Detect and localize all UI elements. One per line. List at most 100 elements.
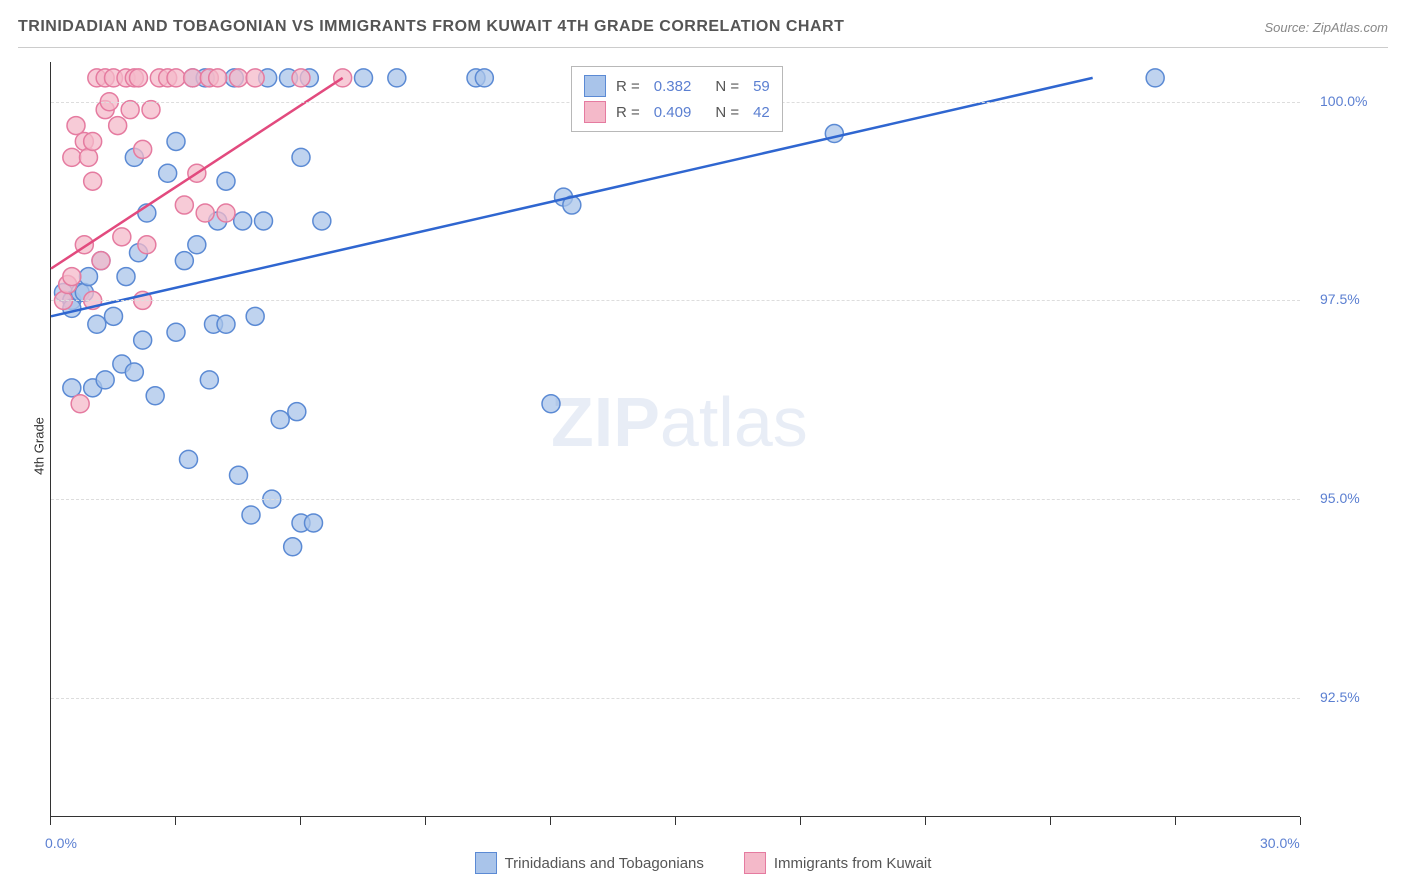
scatter-point: [355, 69, 373, 87]
scatter-point: [167, 132, 185, 150]
scatter-point: [217, 315, 235, 333]
scatter-point: [217, 204, 235, 222]
scatter-point: [80, 148, 98, 166]
y-tick-label: 92.5%: [1320, 689, 1360, 705]
y-tick-label: 97.5%: [1320, 291, 1360, 307]
scatter-svg: [51, 62, 1300, 816]
scatter-point: [84, 132, 102, 150]
y-axis-label: 4th Grade: [31, 417, 46, 475]
scatter-point: [138, 236, 156, 254]
x-tick: [1300, 817, 1301, 825]
scatter-point: [200, 371, 218, 389]
scatter-point: [121, 101, 139, 119]
y-tick-label: 100.0%: [1320, 93, 1367, 109]
scatter-point: [271, 411, 289, 429]
scatter-point: [92, 252, 110, 270]
gridline: [51, 499, 1300, 500]
scatter-point: [313, 212, 331, 230]
scatter-point: [96, 371, 114, 389]
x-tick: [800, 817, 801, 825]
x-tick-label: 30.0%: [1260, 835, 1300, 851]
chart-plot-area: ZIPatlas R =0.382 N =59 R =0.409 N =42: [50, 62, 1300, 817]
chart-header: TRINIDADIAN AND TOBAGONIAN VS IMMIGRANTS…: [18, 18, 1388, 48]
scatter-point: [142, 101, 160, 119]
scatter-point: [117, 268, 135, 286]
correlation-legend-row: R = 0.409 N = 42: [584, 99, 770, 125]
correlation-legend-row: R = 0.382 N = 59: [584, 73, 770, 99]
scatter-point: [188, 236, 206, 254]
scatter-point: [88, 315, 106, 333]
legend-swatch: [475, 852, 497, 874]
scatter-point: [292, 69, 310, 87]
x-tick: [1175, 817, 1176, 825]
scatter-point: [175, 196, 193, 214]
scatter-point: [1146, 69, 1164, 87]
scatter-point: [209, 69, 227, 87]
stat-n-label: N =: [715, 78, 739, 95]
scatter-point: [125, 363, 143, 381]
scatter-point: [63, 148, 81, 166]
scatter-point: [159, 164, 177, 182]
scatter-point: [63, 379, 81, 397]
scatter-point: [825, 125, 843, 143]
x-tick: [675, 817, 676, 825]
stat-r-value: 0.409: [654, 104, 692, 121]
scatter-point: [234, 212, 252, 230]
x-tick: [50, 817, 51, 825]
gridline: [51, 300, 1300, 301]
x-tick-label: 0.0%: [45, 835, 77, 851]
scatter-point: [105, 307, 123, 325]
legend-swatch: [584, 101, 606, 123]
scatter-point: [175, 252, 193, 270]
stat-r-label: R =: [616, 78, 640, 95]
scatter-point: [542, 395, 560, 413]
series-legend: Trinidadians and Tobagonians Immigrants f…: [0, 852, 1406, 874]
scatter-point: [130, 69, 148, 87]
scatter-point: [184, 69, 202, 87]
y-tick-label: 95.0%: [1320, 490, 1360, 506]
scatter-point: [292, 148, 310, 166]
legend-swatch: [584, 75, 606, 97]
scatter-point: [180, 450, 198, 468]
scatter-point: [167, 323, 185, 341]
x-tick: [1050, 817, 1051, 825]
scatter-point: [80, 268, 98, 286]
scatter-point: [230, 69, 248, 87]
x-tick: [425, 817, 426, 825]
scatter-point: [388, 69, 406, 87]
scatter-point: [109, 117, 127, 135]
scatter-point: [242, 506, 260, 524]
scatter-point: [255, 212, 273, 230]
correlation-legend-box: R = 0.382 N = 59 R = 0.409 N = 42: [571, 66, 783, 132]
scatter-point: [134, 331, 152, 349]
scatter-point: [67, 117, 85, 135]
source-attribution: Source: ZipAtlas.com: [1264, 20, 1388, 35]
scatter-point: [63, 268, 81, 286]
scatter-point: [113, 228, 131, 246]
x-tick: [300, 817, 301, 825]
chart-title: TRINIDADIAN AND TOBAGONIAN VS IMMIGRANTS…: [18, 18, 844, 35]
scatter-point: [217, 172, 235, 190]
scatter-point: [146, 387, 164, 405]
x-tick: [550, 817, 551, 825]
stat-r-label: R =: [616, 104, 640, 121]
scatter-point: [196, 204, 214, 222]
scatter-point: [288, 403, 306, 421]
stat-n-value: 59: [753, 78, 770, 95]
stat-n-label: N =: [715, 104, 739, 121]
x-tick: [175, 817, 176, 825]
legend-item: Trinidadians and Tobagonians: [475, 852, 704, 874]
scatter-point: [284, 538, 302, 556]
legend-label: Immigrants from Kuwait: [774, 855, 932, 872]
stat-n-value: 42: [753, 104, 770, 121]
scatter-point: [71, 395, 89, 413]
x-tick: [925, 817, 926, 825]
gridline: [51, 698, 1300, 699]
scatter-point: [167, 69, 185, 87]
legend-swatch: [744, 852, 766, 874]
stat-r-value: 0.382: [654, 78, 692, 95]
legend-label: Trinidadians and Tobagonians: [505, 855, 704, 872]
scatter-point: [246, 307, 264, 325]
scatter-point: [134, 140, 152, 158]
scatter-point: [230, 466, 248, 484]
